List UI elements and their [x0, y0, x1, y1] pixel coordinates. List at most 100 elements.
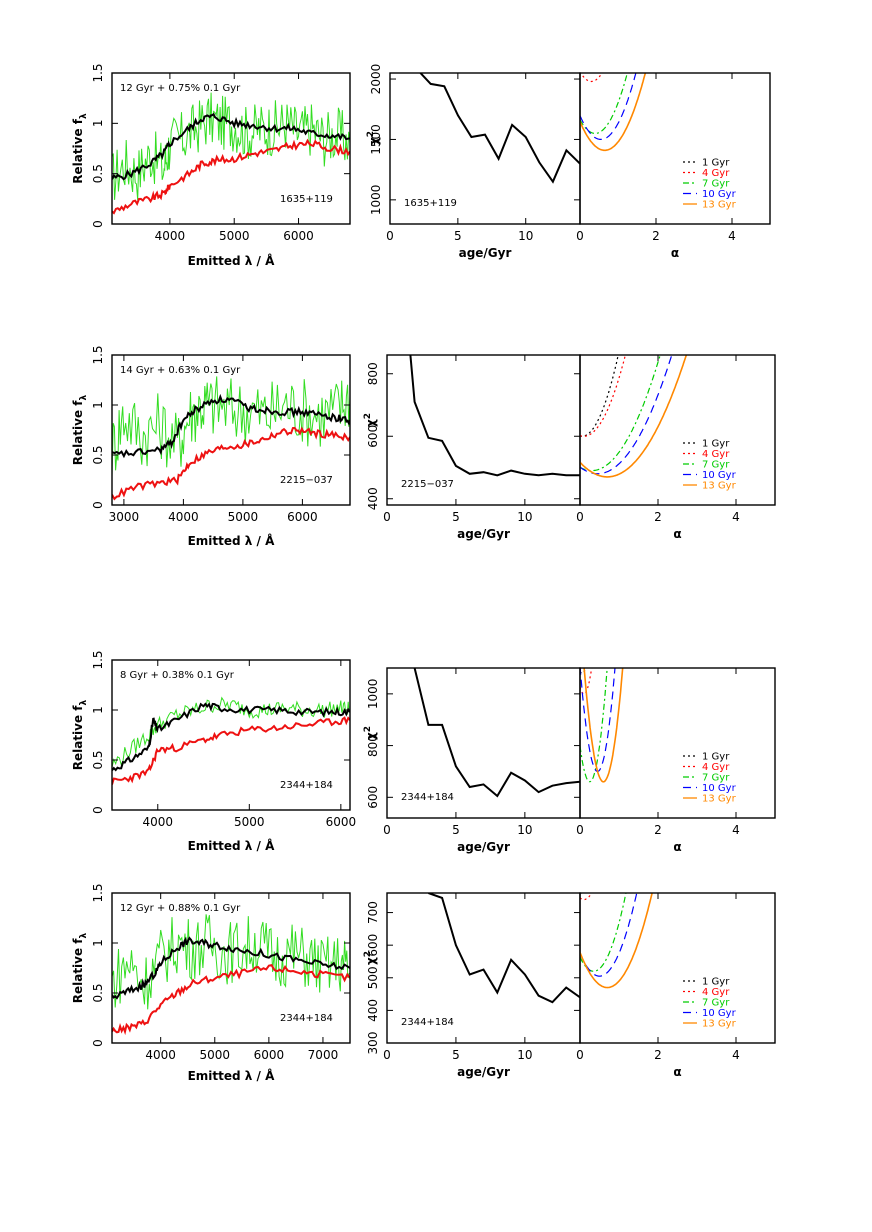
alpha-xtick-label: 0	[576, 1048, 584, 1062]
chi2-alpha-curve-7gyr	[580, 668, 608, 783]
legend-label-1gyr: 1 Gyr	[702, 158, 730, 169]
age-ytick-label: 1500	[369, 124, 383, 155]
spectrum-xlabel: Emitted λ / Å	[188, 253, 276, 268]
spectrum-frame	[111, 72, 351, 225]
red-spectrum-line	[112, 426, 350, 501]
spectrum-xtick-label: 6000	[254, 1048, 285, 1062]
alpha-xtick-label: 2	[654, 823, 662, 837]
model-spectrum-line	[112, 112, 350, 181]
age-ytick-label: 400	[366, 487, 380, 510]
red-spectrum-line	[112, 963, 350, 1036]
spectrum-xlabel: Emitted λ / Å	[188, 838, 276, 853]
alpha-xtick-label: 0	[576, 823, 584, 837]
chi2-alpha-curve-7gyr	[580, 893, 627, 972]
age-ytick-label: 2000	[369, 64, 383, 95]
spectrum-ytick-label: 0	[91, 220, 105, 228]
spectrum-ylabel: Relative fλ	[71, 394, 89, 465]
chi2-alpha-curve-1gyr	[580, 355, 619, 437]
chi2-alpha-curve-13gyr	[583, 668, 624, 783]
spectrum-xtick-label: 5000	[234, 815, 265, 829]
object-label: 2215−037	[280, 475, 333, 486]
chi2-object-label: 2215−037	[401, 479, 454, 490]
alpha-xlabel: α	[671, 246, 679, 260]
spectrum-ytick-label: 0.5	[91, 983, 105, 1002]
spectrum-ylabel: Relative fλ	[71, 699, 89, 770]
spectrum-ytick-label: 0	[91, 501, 105, 509]
legend-label-10gyr: 10 Gyr	[702, 470, 737, 481]
alpha-xtick-label: 4	[732, 1048, 740, 1062]
object-label: 2344+184	[280, 1013, 333, 1024]
age-xtick-label: 10	[517, 823, 532, 837]
chi2-alpha-curve-7gyr	[580, 73, 628, 134]
model-spectrum-line	[112, 936, 350, 1000]
spectrum-ytick-label: 1.5	[91, 63, 105, 82]
spectrum-frame	[111, 659, 351, 811]
chi2-age-line	[428, 893, 580, 1004]
age-ytick-label: 300	[366, 1032, 380, 1055]
age-xtick-label: 0	[383, 1048, 391, 1062]
alpha-xtick-label: 4	[728, 229, 736, 243]
legend-label-4gyr: 4 Gyr	[702, 449, 730, 460]
chi2-object-label: 1635+119	[404, 198, 457, 209]
age-xtick-label: 5	[454, 229, 462, 243]
spectrum-xlabel: Emitted λ / Å	[188, 533, 276, 548]
spectrum-xtick-label: 7000	[308, 1048, 339, 1062]
chi2-alpha-curve-10gyr	[580, 893, 638, 977]
chi2-alpha-curve-4gyr	[580, 73, 603, 83]
spectrum-ytick-label: 1.5	[91, 345, 105, 364]
age-xlabel: age/Gyr	[457, 527, 510, 541]
chi2-alpha-curve-1gyr	[580, 893, 585, 894]
fit-label: 12 Gyr + 0.88% 0.1 Gyr	[120, 903, 241, 914]
spectrum-ytick-label: 1	[91, 120, 105, 128]
object-label: 2344+184	[280, 780, 333, 791]
alpha-xlabel: α	[673, 1065, 681, 1079]
age-xtick-label: 0	[386, 229, 394, 243]
age-ytick-label: 800	[366, 734, 380, 757]
legend-label-7gyr: 7 Gyr	[702, 179, 730, 190]
legend-label-4gyr: 4 Gyr	[702, 762, 730, 773]
spectrum-xtick-label: 4000	[145, 1048, 176, 1062]
spectrum-xtick-label: 6000	[326, 815, 357, 829]
model-spectrum-line	[112, 393, 350, 459]
chi2-alpha-curve-10gyr	[580, 73, 637, 140]
age-ytick-label: 600	[366, 934, 380, 957]
legend-label-1gyr: 1 Gyr	[702, 977, 730, 988]
observed-spectrum-line	[112, 376, 350, 477]
chi2-alpha-curve-10gyr	[580, 668, 616, 773]
age-ytick-label: 400	[366, 999, 380, 1022]
spectrum-ytick-label: 1.5	[91, 883, 105, 902]
age-xtick-label: 0	[383, 510, 391, 524]
legend-label-13gyr: 13 Gyr	[702, 481, 737, 492]
legend-label-1gyr: 1 Gyr	[702, 439, 730, 450]
age-xtick-label: 5	[452, 510, 460, 524]
age-ytick-label: 800	[366, 362, 380, 385]
legend-label-13gyr: 13 Gyr	[702, 1019, 737, 1030]
legend-label-13gyr: 13 Gyr	[702, 794, 737, 805]
spectrum-ytick-label: 0.5	[91, 445, 105, 464]
age-xtick-label: 10	[517, 1048, 532, 1062]
age-xtick-label: 5	[452, 823, 460, 837]
spectrum-ytick-label: 0.5	[91, 164, 105, 183]
chi2-alpha-curve-13gyr	[580, 73, 647, 152]
age-ytick-label: 700	[366, 901, 380, 924]
chi2-ylabel: χ2	[366, 131, 381, 145]
chi2-alpha-curve-4gyr	[580, 355, 626, 437]
fit-label: 8 Gyr + 0.38% 0.1 Gyr	[120, 670, 235, 681]
spectrum-xtick-label: 6000	[287, 510, 318, 524]
chi2-alpha-frame	[579, 667, 776, 819]
age-ytick-label: 600	[366, 425, 380, 448]
legend-label-4gyr: 4 Gyr	[702, 168, 730, 179]
spectrum-ytick-label: 0	[91, 1039, 105, 1047]
red-spectrum-line	[112, 138, 350, 215]
spectrum-xlabel: Emitted λ / Å	[188, 1068, 276, 1083]
age-xlabel: age/Gyr	[457, 1065, 510, 1079]
legend-label-10gyr: 10 Gyr	[702, 1008, 737, 1019]
age-xtick-label: 5	[452, 1048, 460, 1062]
age-ytick-label: 600	[366, 786, 380, 809]
